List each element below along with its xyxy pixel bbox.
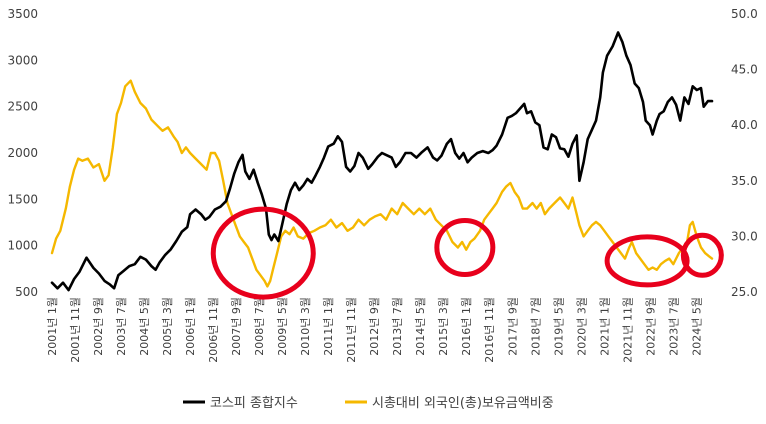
left-axis-tick-label: 2500 <box>7 100 38 114</box>
x-axis-tick-label: 2003년 7월 <box>115 297 128 356</box>
x-axis-tick-label: 2004년 5월 <box>138 297 151 356</box>
x-axis-tick-label: 2006년 1월 <box>184 297 197 356</box>
x-axis-tick-label: 2016년 11월 <box>483 297 496 363</box>
x-axis-tick-label: 2014년 5월 <box>414 297 427 356</box>
x-axis-tick-label: 2011년 11월 <box>345 297 358 363</box>
left-axis-tick-label: 3500 <box>7 7 38 21</box>
annotation-circles <box>210 206 724 300</box>
x-axis-tick-label: 2007년 9월 <box>230 297 243 356</box>
series-lines <box>50 31 714 292</box>
x-axis-tick-label: 2012년 9월 <box>368 297 381 356</box>
legend: 코스피 종합지수 시총대비 외국인(총)보유금액비중 <box>183 396 554 411</box>
x-axis-tick-label: 2013년 7월 <box>391 297 404 356</box>
left-axis-tick-label: 1000 <box>7 239 38 253</box>
right-axis-tick-label: 35.0 <box>731 174 758 188</box>
right-axis-tick-label: 30.0 <box>731 229 758 243</box>
legend-label: 코스피 종합지수 <box>210 396 298 411</box>
right-axis-tick-labels: 25.0 30.0 35.0 40.0 45.0 50.0 <box>731 7 758 299</box>
left-axis-tick-labels: 500 1000 1500 2000 2500 3000 3500 <box>7 7 38 299</box>
x-axis-tick-label: 2020년 3월 <box>575 297 588 356</box>
x-axis-tick-label: 2011년 1월 <box>322 297 335 356</box>
x-axis-tick-label: 2017년 9월 <box>506 297 519 356</box>
right-axis-tick-label: 45.0 <box>731 63 758 77</box>
x-axis-tick-label: 2009년 5월 <box>276 297 289 356</box>
x-axis-tick-label: 2005년 3월 <box>161 297 174 356</box>
x-axis-tick-label: 2016년 1월 <box>460 297 473 356</box>
left-axis-tick-label: 2000 <box>7 146 38 160</box>
x-axis-tick-label: 2021년 1월 <box>598 297 611 356</box>
x-axis-tick-labels: 2001년 1월 2001년 11월 2002년 9월 2003년 7월 2004년 5… <box>46 297 703 363</box>
x-axis-tick-label: 2001년 1월 <box>46 297 59 356</box>
x-axis-tick-label: 2022년 9월 <box>644 297 657 356</box>
x-axis-tick-label: 2006년 11월 <box>207 297 220 363</box>
x-axis-tick-label: 2021년 11월 <box>621 297 634 363</box>
x-axis-tick-label: 2019년 5월 <box>552 297 565 356</box>
right-axis-tick-label: 25.0 <box>731 285 758 299</box>
highlight-circle <box>680 232 724 278</box>
x-axis-tick-label: 2002년 9월 <box>92 297 105 356</box>
highlight-circle <box>434 218 496 278</box>
highlight-circle <box>210 206 316 300</box>
legend-label: 시총대비 외국인(총)보유금액비중 <box>372 396 554 411</box>
highlight-circle <box>604 234 690 288</box>
x-axis-tick-label: 2015년 3월 <box>437 297 450 356</box>
left-axis-tick-label: 1500 <box>7 192 38 206</box>
left-axis-tick-label: 3000 <box>7 53 38 67</box>
foreign-ownership-line <box>50 79 714 288</box>
x-axis-tick-label: 2024년 5월 <box>690 297 703 356</box>
left-axis-tick-label: 500 <box>15 285 38 299</box>
kospi-index-line <box>50 31 714 292</box>
x-axis-tick-label: 2023년 7월 <box>667 297 680 356</box>
right-axis-tick-label: 40.0 <box>731 118 758 132</box>
x-axis-tick-label: 2010년 3월 <box>299 297 312 356</box>
x-axis-tick-label: 2001년 11월 <box>69 297 82 363</box>
x-axis-tick-label: 2008년 7월 <box>253 297 266 356</box>
x-axis-tick-label: 2018년 7월 <box>529 297 542 356</box>
right-axis-tick-label: 50.0 <box>731 7 758 21</box>
